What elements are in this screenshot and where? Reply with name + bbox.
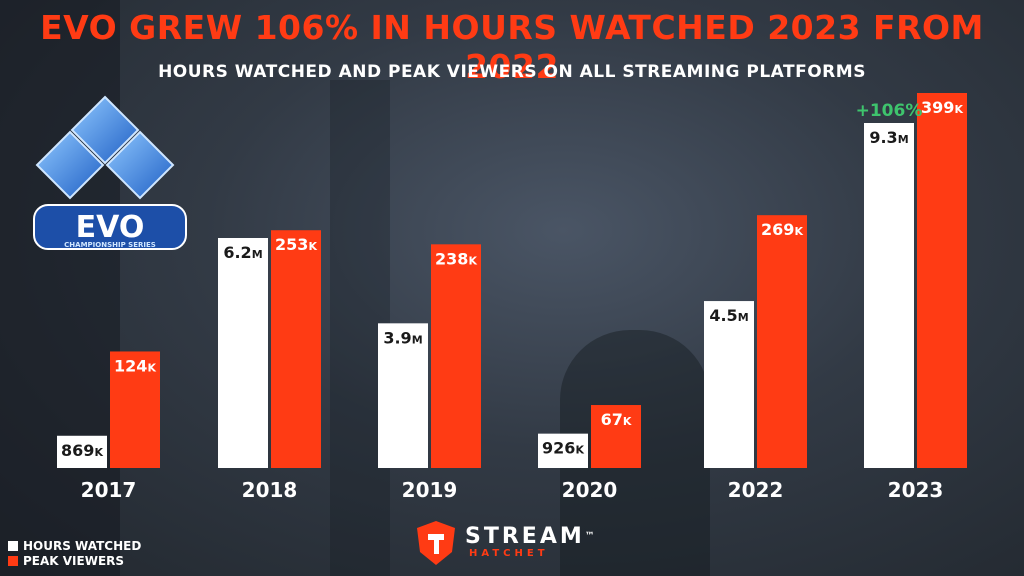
- bar-peak-2017: [110, 351, 160, 468]
- year-label-2023: 2023: [888, 478, 944, 502]
- hatchet-shield-icon: [417, 521, 455, 565]
- evo-logo: EVO CHAMPIONSHIP SERIES: [30, 95, 190, 264]
- bg-shadow-left: [0, 0, 120, 576]
- bar-hours-2018: [218, 238, 268, 468]
- bar-peak-2019: [431, 244, 481, 468]
- label-peak-2019: 238K: [435, 249, 477, 268]
- year-label-2017: 2017: [81, 478, 137, 502]
- year-label-2022: 2022: [728, 478, 784, 502]
- bar-peak-2020: [591, 405, 641, 468]
- logo-plate: [33, 204, 187, 250]
- label-peak-2022: 269K: [761, 220, 803, 239]
- label-peak-2018: 253K: [275, 235, 317, 254]
- bar-hours-2023: [864, 123, 914, 468]
- legend-hours: HOURS WATCHED: [8, 538, 141, 553]
- growth-annotation: +106%: [856, 101, 923, 121]
- bar-peak-2018: [271, 230, 321, 468]
- bar-hours-2020: [538, 433, 588, 468]
- logo-text: EVO: [76, 210, 145, 245]
- logo-diamond-top: [70, 95, 140, 165]
- stream-hatchet-brand: STREAM™ HATCHET: [415, 520, 598, 566]
- bar-hours-2017: [57, 435, 107, 468]
- legend-hours-swatch: [8, 540, 18, 551]
- page-subtitle: HOURS WATCHED AND PEAK VIEWERS ON ALL ST…: [158, 62, 866, 82]
- bar-peak-2023: [917, 93, 967, 468]
- label-peak-2020: 67K: [601, 410, 632, 429]
- label-hours-2023: 9.3M: [869, 128, 908, 147]
- brand-name: STREAM: [465, 524, 585, 549]
- legend-peak: PEAK VIEWERS: [8, 553, 141, 568]
- bar-hours-2019: [378, 323, 428, 468]
- label-hours-2019: 3.9M: [383, 328, 422, 347]
- label-peak-2017: 124K: [114, 356, 156, 375]
- brand-tm: ™: [584, 531, 598, 542]
- brand-sub: HATCHET: [469, 548, 549, 559]
- label-hours-2022: 4.5M: [709, 306, 748, 325]
- label-hours-2020: 926K: [542, 439, 584, 458]
- legend-peak-swatch: [8, 555, 18, 566]
- label-peak-2023: 399K: [921, 98, 963, 117]
- page-title: EVO GREW 106% IN HOURS WATCHED 2023 FROM…: [40, 8, 984, 86]
- year-label-2019: 2019: [402, 478, 458, 502]
- year-label-2018: 2018: [242, 478, 298, 502]
- legend-peak-label: PEAK VIEWERS: [23, 553, 125, 568]
- logo-diamond-left: [35, 130, 105, 200]
- bar-hours-2022: [704, 301, 754, 468]
- label-hours-2018: 6.2M: [223, 243, 262, 262]
- legend-hours-label: HOURS WATCHED: [23, 538, 142, 553]
- legend: HOURS WATCHED PEAK VIEWERS: [8, 538, 141, 568]
- logo-diamond-right: [105, 130, 175, 200]
- logo-tagline: CHAMPIONSHIP SERIES: [64, 241, 156, 249]
- label-hours-2017: 869K: [61, 441, 103, 460]
- bar-peak-2022: [757, 215, 807, 468]
- year-label-2020: 2020: [562, 478, 618, 502]
